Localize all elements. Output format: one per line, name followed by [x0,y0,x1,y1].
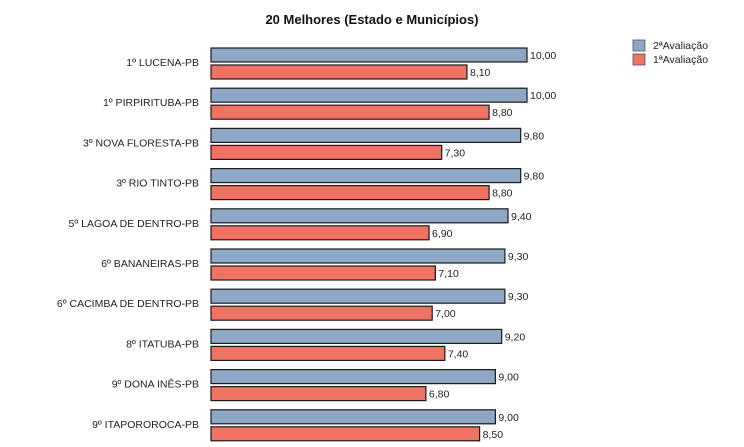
data-label: 8,50 [483,429,504,441]
legend-label: 1ªAvaliação [653,54,708,66]
data-label: 9,40 [511,211,532,223]
data-label: 7,00 [435,308,456,320]
bar-primeira-avaliacao [210,185,490,201]
legend-swatch [632,53,646,66]
legend-swatch [632,39,646,52]
bar-segunda-avaliacao [210,248,506,264]
category-label: 3º NOVA FLORESTA-PB [83,137,199,149]
category-label: 1º PIRPIRITUBA-PB [103,97,199,109]
category-label: 1º LUCENA-PB [126,57,199,69]
bars-group: 1º LUCENA-PB 10,00 8,10 1º PIRPIRITUBA-PB 10… [57,47,556,442]
bar-segunda-avaliacao [210,409,496,425]
bar-segunda-avaliacao [210,369,496,385]
data-label: 10,00 [530,90,556,102]
bar-primeira-avaliacao [210,386,427,402]
data-label: 9,20 [505,331,526,343]
category-label: 5º LAGOA DE DENTRO-PB [69,218,199,230]
bar-primeira-avaliacao [210,104,490,120]
data-label: 9,80 [524,171,545,183]
bar-segunda-avaliacao [210,168,522,184]
category-label: 6º CACIMBA DE DENTRO-PB [57,298,199,310]
data-label: 9,30 [508,291,529,303]
data-label: 8,10 [470,67,491,79]
bar-primeira-avaliacao [210,64,468,80]
data-label: 7,40 [448,348,469,360]
bar-segunda-avaliacao [210,288,506,304]
bar-segunda-avaliacao [210,208,509,224]
chart-title: 20 Melhores (Estado e Municípios) [265,12,478,27]
data-label: 9,00 [498,372,519,384]
data-label: 6,80 [429,389,450,401]
legend: 2ªAvaliação 1ªAvaliação [632,39,708,66]
data-label: 9,30 [508,251,529,263]
data-label: 9,00 [498,412,519,424]
category-label: 8º ITATUBA-PB [126,338,199,350]
data-label: 8,80 [492,107,513,119]
legend-label: 2ªAvaliação [653,40,708,52]
data-label: 10,00 [530,50,556,62]
bar-segunda-avaliacao [210,328,503,344]
bar-segunda-avaliacao [210,47,528,63]
data-label: 6,90 [432,228,453,240]
data-label: 7,10 [438,268,459,280]
bar-segunda-avaliacao [210,127,522,143]
data-label: 9,80 [524,130,545,142]
bar-primeira-avaliacao [210,426,481,442]
bar-primeira-avaliacao [210,265,436,281]
bar-primeira-avaliacao [210,144,443,160]
bar-segunda-avaliacao [210,87,528,103]
bar-primeira-avaliacao [210,345,446,361]
data-label: 8,80 [492,188,513,200]
data-label: 7,30 [445,147,466,159]
bar-primeira-avaliacao [210,305,433,321]
category-label: 9º ITAPOROROCA-PB [92,419,199,431]
category-label: 3º RIO TINTO-PB [116,178,199,190]
category-label: 6º BANANEIRAS-PB [101,258,199,270]
category-label: 9º DONA INÊS-PB [112,378,199,391]
bar-primeira-avaliacao [210,225,430,241]
